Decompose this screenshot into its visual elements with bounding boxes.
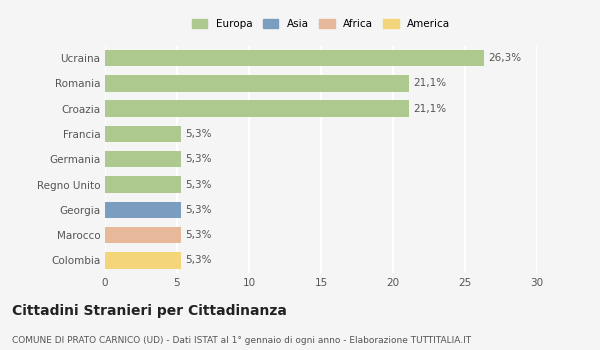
Text: 5,3%: 5,3% — [185, 180, 212, 190]
Bar — [105, 202, 181, 218]
Text: 5,3%: 5,3% — [185, 230, 212, 240]
Legend: Europa, Asia, Africa, America: Europa, Asia, Africa, America — [190, 17, 452, 31]
Text: 21,1%: 21,1% — [413, 78, 446, 89]
Bar — [105, 50, 484, 66]
Text: 26,3%: 26,3% — [488, 53, 521, 63]
Text: 5,3%: 5,3% — [185, 256, 212, 265]
Text: 5,3%: 5,3% — [185, 205, 212, 215]
Bar — [105, 126, 181, 142]
Bar — [105, 151, 181, 167]
Bar — [105, 100, 409, 117]
Bar — [105, 252, 181, 268]
Text: COMUNE DI PRATO CARNICO (UD) - Dati ISTAT al 1° gennaio di ogni anno - Elaborazi: COMUNE DI PRATO CARNICO (UD) - Dati ISTA… — [12, 336, 471, 345]
Text: 5,3%: 5,3% — [185, 129, 212, 139]
Text: 21,1%: 21,1% — [413, 104, 446, 114]
Text: Cittadini Stranieri per Cittadinanza: Cittadini Stranieri per Cittadinanza — [12, 304, 287, 318]
Bar — [105, 176, 181, 193]
Bar — [105, 227, 181, 243]
Text: 5,3%: 5,3% — [185, 154, 212, 164]
Bar — [105, 75, 409, 92]
